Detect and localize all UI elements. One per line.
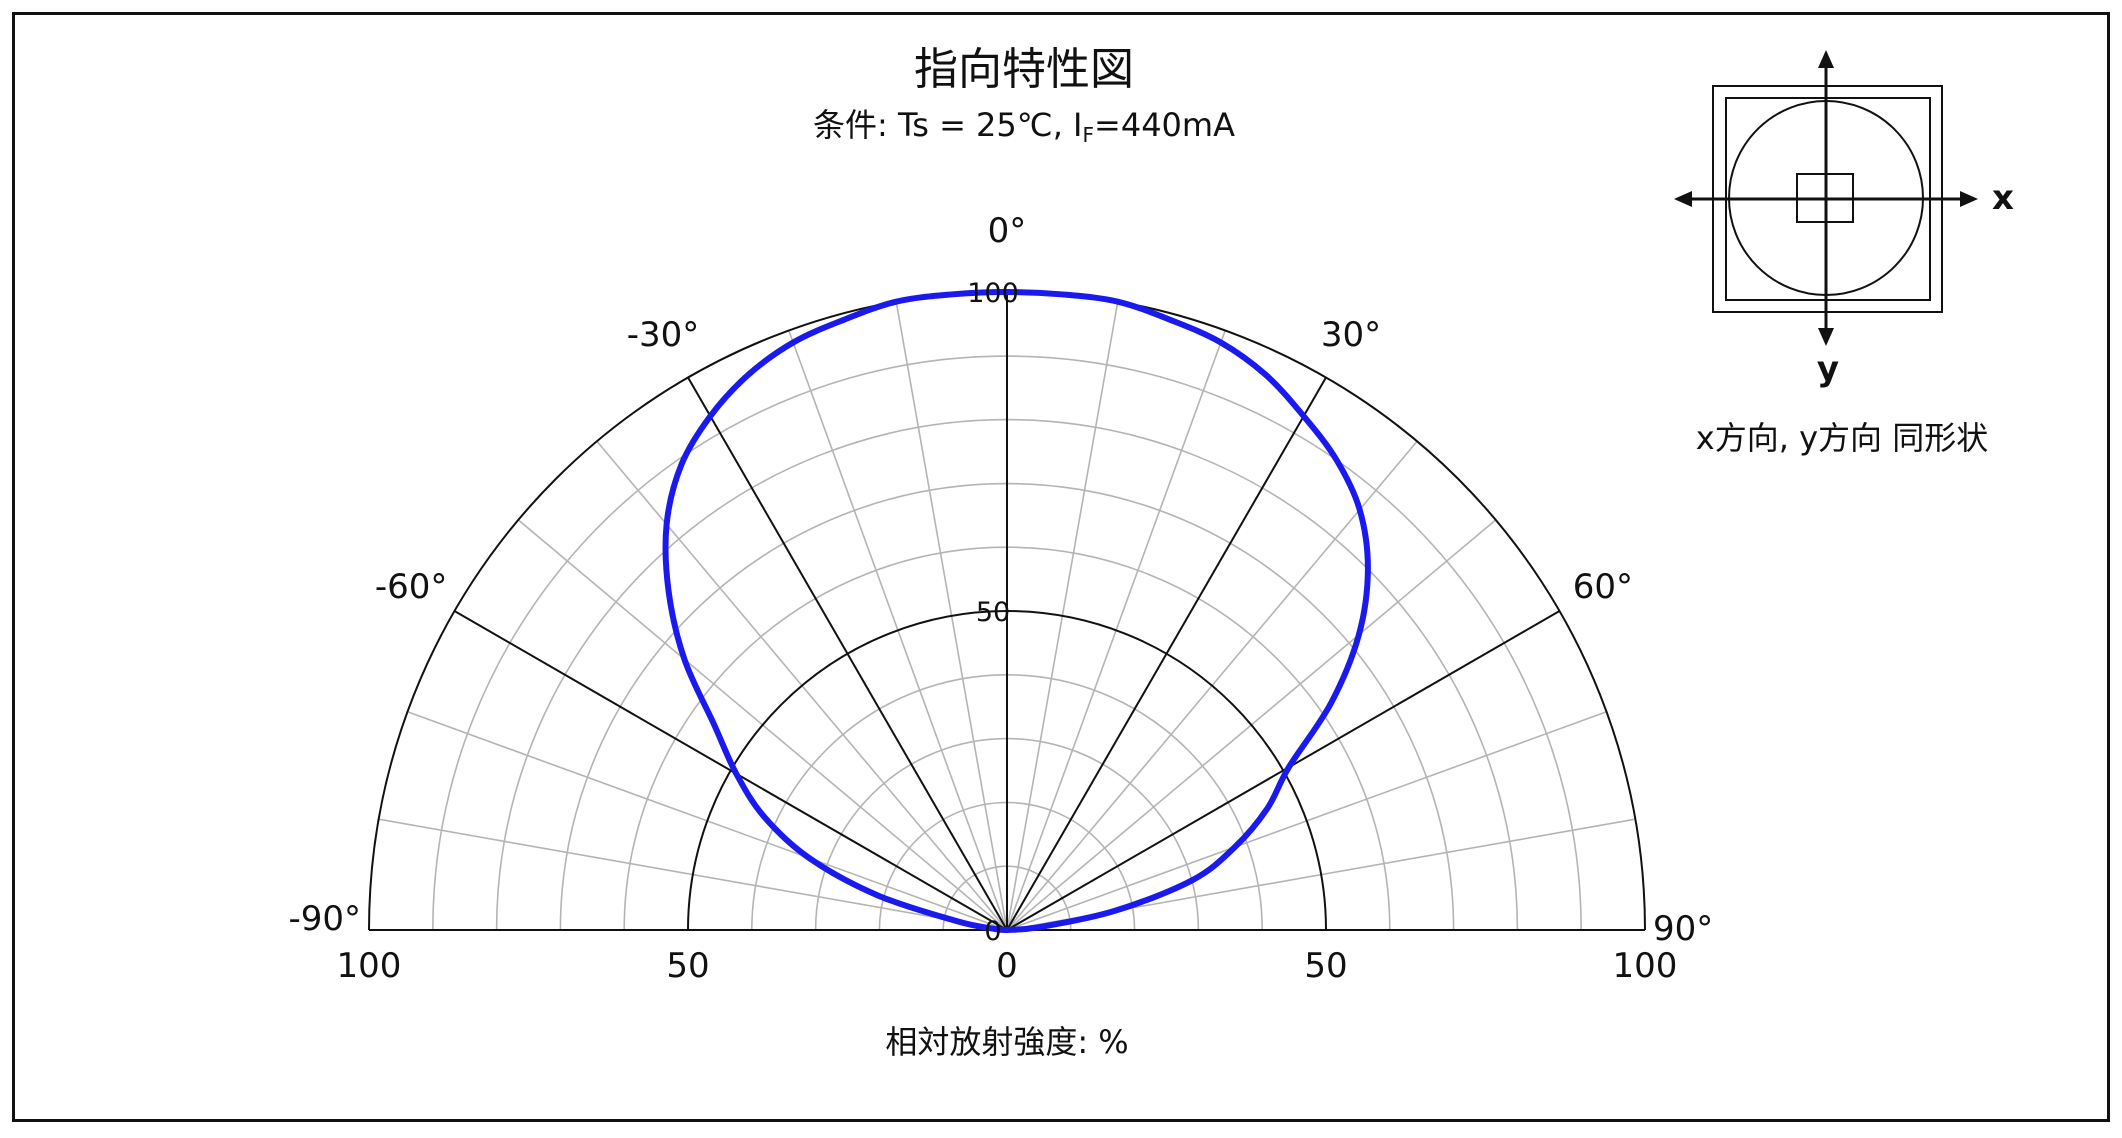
- radial-tick-label: 0: [996, 946, 1018, 986]
- radial-tick-label: 50: [666, 946, 709, 986]
- chart-subtitle: 条件: Ts = 25℃, IF=440mA: [813, 106, 1235, 147]
- radial-tick-label: 100: [337, 946, 402, 986]
- angle-tick-label: 60°: [1573, 567, 1633, 607]
- radial-tick-label: 50: [1304, 946, 1347, 986]
- series-layer: [662, 289, 1371, 933]
- angle-tick-label: 30°: [1321, 315, 1381, 355]
- subtitle-suffix: =440mA: [1094, 106, 1235, 144]
- x-axis-label: 相対放射強度: %: [885, 1023, 1128, 1061]
- inset-x-arrow-left-icon: [1674, 191, 1692, 207]
- major-spoke: [1006, 610, 1561, 931]
- ring-tick-label: 50: [976, 597, 1010, 628]
- angle-tick-label: -90°: [288, 899, 361, 939]
- angle-tick-label: -60°: [375, 567, 448, 607]
- angle-tick-label: -30°: [627, 315, 700, 355]
- series-line: [662, 289, 1371, 933]
- inset-y-arrow-up-icon: [1818, 50, 1834, 68]
- chart-frame: [12, 12, 2110, 1122]
- axis-labels: 0° -30° 30° -60° 60° -90° 90° 0 50 100 100 50 0 50 100: [288, 211, 1713, 986]
- inset-y-arrow-down-icon: [1818, 328, 1834, 346]
- angle-tick-label: 0°: [988, 211, 1027, 251]
- ring-tick-label: 0: [984, 916, 1001, 947]
- chart-title: 指向特性図: [914, 44, 1134, 95]
- major-spoke: [1006, 376, 1327, 931]
- inset-x-arrow-right-icon: [1960, 191, 1978, 207]
- inset-y-label: y: [1817, 349, 1839, 389]
- major-spoke: [687, 376, 1008, 931]
- major-spoke: [453, 610, 1008, 931]
- inset-x-label: x: [1992, 178, 2014, 218]
- subtitle-prefix: 条件: Ts = 25℃, I: [813, 106, 1082, 144]
- ring-tick-label: 100: [967, 278, 1019, 309]
- inset-note: x方向, y方向 同形状: [1696, 419, 1988, 457]
- angle-tick-label: 90°: [1653, 909, 1713, 949]
- orientation-inset: x y x方向, y方向 同形状: [1674, 50, 2014, 457]
- radial-tick-label: 100: [1613, 946, 1678, 986]
- subtitle-subscript: F: [1083, 123, 1095, 147]
